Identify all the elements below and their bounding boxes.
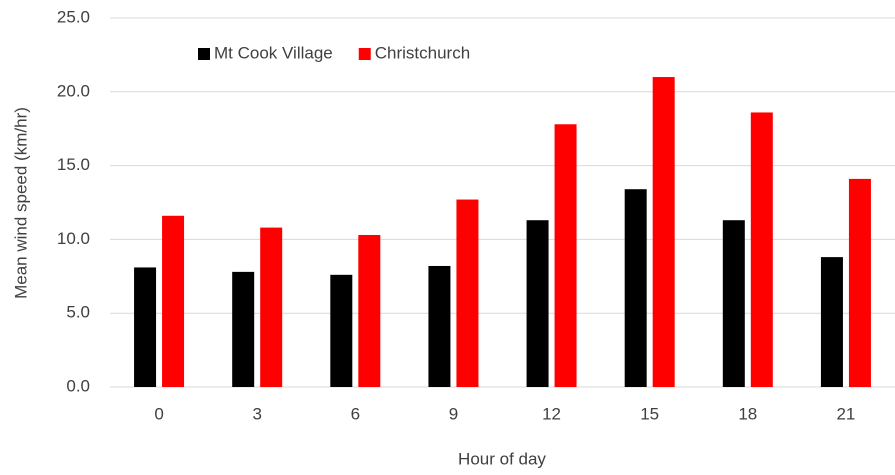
y-tick-label: 0.0: [66, 376, 90, 395]
legend-label: Mt Cook Village: [214, 43, 333, 62]
bar: [330, 274, 353, 387]
y-tick-label: 20.0: [57, 81, 90, 100]
legend-swatch: [198, 48, 210, 60]
bar: [358, 234, 381, 387]
x-tick-label: 18: [738, 404, 757, 423]
x-tick-label: 9: [449, 404, 458, 423]
bar: [260, 227, 283, 387]
bar: [624, 189, 647, 387]
x-tick-label: 6: [351, 404, 360, 423]
bar: [134, 267, 157, 387]
bar: [722, 220, 745, 387]
bar: [554, 124, 577, 387]
y-tick-label: 10.0: [57, 229, 90, 248]
bar: [428, 265, 451, 387]
x-tick-label: 15: [640, 404, 659, 423]
bar: [750, 112, 773, 388]
y-axis-label: Mean wind speed (km/hr): [11, 107, 30, 299]
y-tick-label: 15.0: [57, 155, 90, 174]
bar: [820, 257, 843, 387]
x-tick-label: 3: [252, 404, 261, 423]
bar: [456, 199, 479, 387]
bar: [162, 215, 185, 387]
y-tick-label: 5.0: [66, 303, 90, 322]
bar: [652, 77, 675, 387]
x-tick-label: 21: [836, 404, 855, 423]
legend-label: Christchurch: [375, 43, 470, 62]
x-tick-label: 0: [154, 404, 163, 423]
legend-swatch: [358, 48, 371, 60]
bar: [526, 220, 549, 387]
bar: [232, 271, 255, 387]
y-tick-label: 25.0: [57, 7, 90, 26]
bar: [848, 178, 871, 387]
x-axis-label: Hour of day: [458, 449, 546, 468]
x-tick-label: 12: [542, 404, 561, 423]
